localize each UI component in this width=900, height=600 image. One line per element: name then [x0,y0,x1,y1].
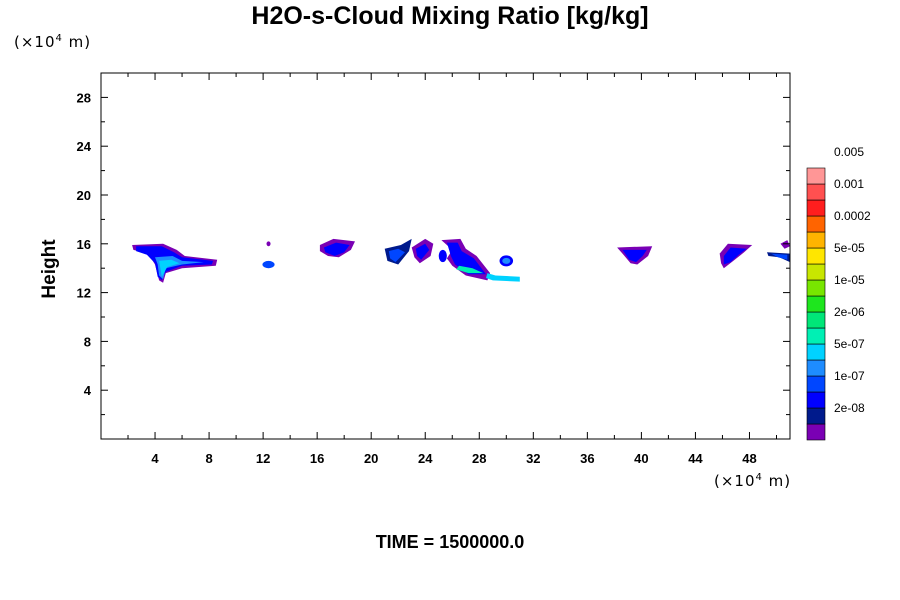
x-tick-label: 32 [526,451,540,466]
colorbar-swatch [806,359,826,377]
y-tick-label: 4 [84,383,92,398]
cloud-9-core [771,253,788,260]
cloud-7-core [622,249,647,263]
colorbar-label: 1e-05 [834,273,865,287]
y-tick-label: 12 [77,286,91,301]
cloud-2-top [266,241,271,247]
time-label: TIME = 1500000.0 [375,532,525,552]
x-tick-label: 20 [364,451,378,466]
y-axis: 4 8 12 16 20 24 28 [77,72,790,416]
plot-frame [100,72,791,440]
colorbar-swatch [806,167,826,185]
x-tick-label: 4 [151,451,159,466]
x-axis-unit: (×104 m) [714,472,792,490]
x-tick-label: 40 [634,451,648,466]
colorbar-label: 0.005 [834,145,864,159]
cloud-1-peak [159,259,180,277]
x-tick-label: 8 [205,451,212,466]
colorbar-swatch [806,407,826,425]
colorbar-swatch [806,311,826,329]
cloud-4b-core [415,243,430,260]
y-tick-label: 28 [77,90,91,105]
x-tick-label: 16 [310,451,324,466]
x-tick-label: 44 [688,451,703,466]
colorbar-swatch [806,199,826,217]
colorbar-swatch [806,327,826,345]
colorbar-label: 5e-07 [834,337,865,351]
colorbar-label: 0.0002 [834,209,871,223]
cloud-3-core [323,242,350,256]
cloud-2 [262,260,275,269]
colorbar-swatch [806,215,826,233]
cloud-6-core [502,257,511,264]
cloud-field [132,238,790,283]
colorbar-swatch [806,295,826,313]
colorbar-label: 2e-08 [834,401,865,415]
colorbar-label: 0.001 [834,177,864,191]
y-tick-label: 16 [77,237,91,252]
colorbar-label: 2e-06 [834,305,865,319]
x-tick-label: 48 [742,451,756,466]
colorbar-swatch [806,423,826,441]
cloud-4a-core [388,248,405,263]
cloud-8-core [723,247,747,265]
colorbar-swatch [806,279,826,297]
x-tick-label: 12 [256,451,270,466]
y-tick-label: 24 [77,139,92,154]
colorbar-swatch [806,343,826,361]
colorbar-swatch [806,231,826,249]
colorbar-swatch [806,375,826,393]
cloud-5-core [446,242,486,275]
x-axis: 4 8 12 16 20 24 28 32 36 40 44 48 [127,73,777,466]
chart-title: H2O-s-Cloud Mixing Ratio [kg/kg] [251,2,649,30]
cloud-9-top [780,240,790,249]
colorbar: 2e-08 1e-07 5e-07 2e-06 1e-05 5e-05 0.0002 0.00… [806,145,871,441]
colorbar-label: 5e-05 [834,241,865,255]
cloud-5-trail [486,273,520,282]
x-tick-label: 28 [472,451,486,466]
y-axis-unit: (×104 m) [14,33,92,51]
y-tick-label: 20 [77,188,91,203]
x-tick-label: 24 [418,451,433,466]
colorbar-swatch [806,391,826,409]
colorbar-swatch [806,247,826,265]
cloud-5-side [438,249,447,263]
colorbar-label: 1e-07 [834,369,865,383]
colorbar-swatch [806,263,826,281]
x-tick-label: 36 [580,451,594,466]
y-tick-label: 8 [84,334,91,349]
cloud-5-peak [456,265,484,274]
colorbar-swatch [806,183,826,201]
